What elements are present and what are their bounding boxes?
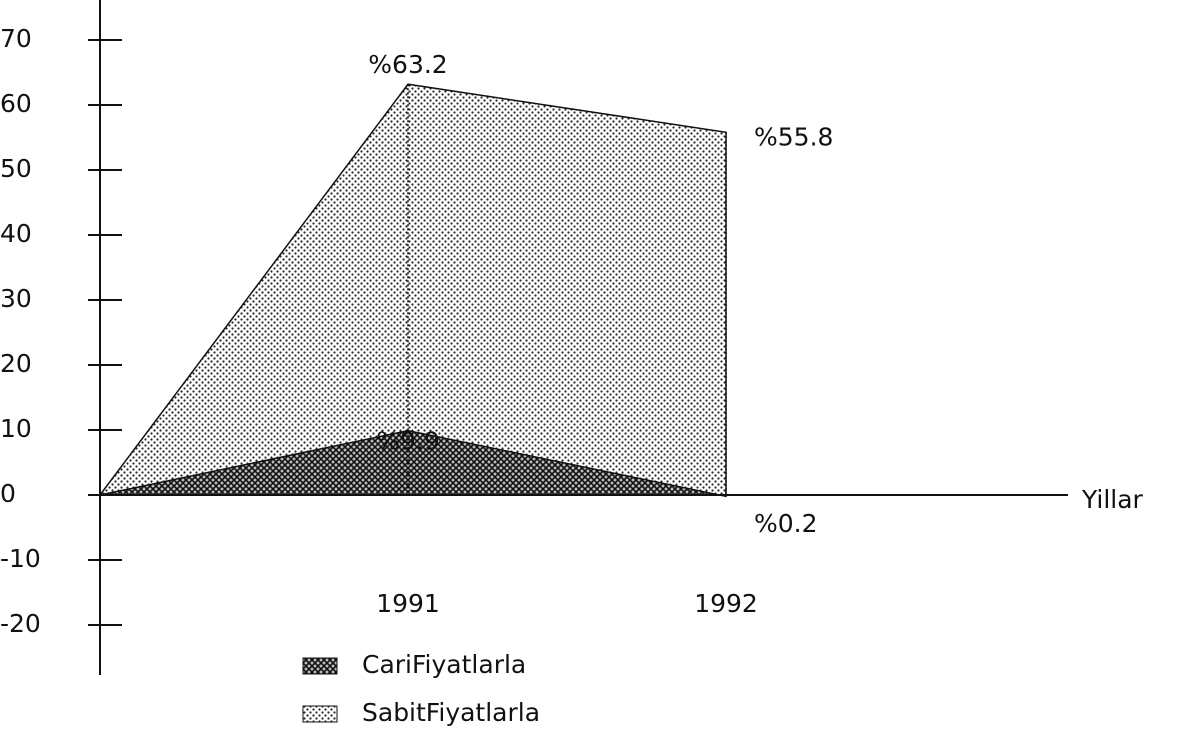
y-tick-label: 40 xyxy=(0,219,32,248)
y-tick-label: 50 xyxy=(0,154,32,183)
legend-swatch xyxy=(302,705,338,723)
y-tick-label: 0 xyxy=(0,479,16,508)
y-tick-label: 60 xyxy=(0,89,32,118)
y-tick-label: 70 xyxy=(0,24,32,53)
x-axis-label: Yillar xyxy=(1081,485,1144,514)
y-tick-label: 30 xyxy=(0,284,32,313)
y-tick-label: 10 xyxy=(0,414,32,443)
x-tick-label: 1991 xyxy=(376,589,440,618)
x-tick-label: 1992 xyxy=(694,589,758,618)
y-tick-label: -10 xyxy=(0,544,41,573)
legend-label: CariFiyatlarla xyxy=(362,650,526,679)
y-tick-label: 20 xyxy=(0,349,32,378)
y-tick-label: -20 xyxy=(0,609,41,638)
legend-swatch xyxy=(302,657,338,675)
value-label: %63.2 xyxy=(368,50,447,79)
value-label: %0.2 xyxy=(754,509,818,538)
value-label: %55.8 xyxy=(754,122,833,151)
legend-label: SabitFiyatlarla xyxy=(362,698,540,727)
value-label: %9.9 xyxy=(376,427,440,456)
